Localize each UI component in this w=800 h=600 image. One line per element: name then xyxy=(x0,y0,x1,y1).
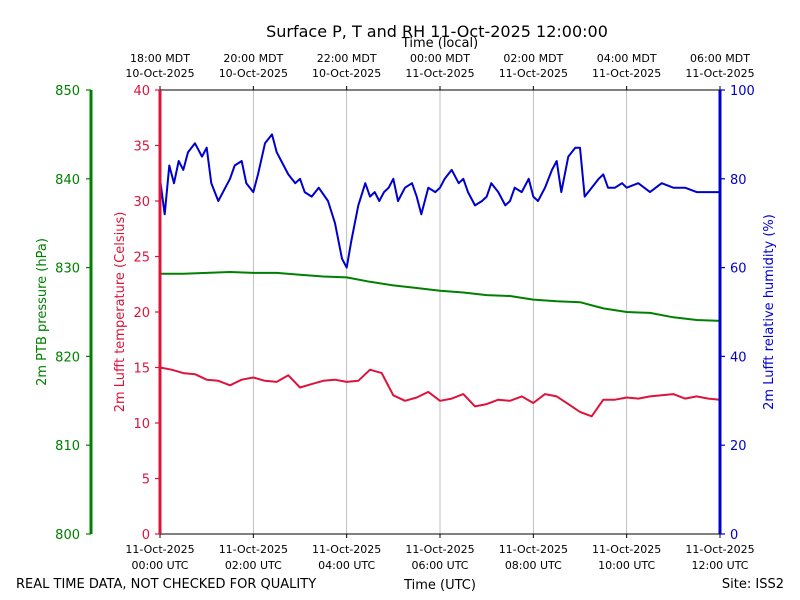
humidity-tick-label: 20 xyxy=(730,439,747,454)
bottom-tick-time: 06:00 UTC xyxy=(411,559,468,572)
pressure-axis-label: 2m PTB pressure (hPa) xyxy=(35,238,50,386)
top-tick-time: 02:00 MDT xyxy=(503,52,563,65)
pressure-tick-label: 850 xyxy=(55,84,80,99)
top-tick-date: 11-Oct-2025 xyxy=(685,67,754,80)
top-tick-date: 11-Oct-2025 xyxy=(405,67,474,80)
temperature-tick-label: 30 xyxy=(133,195,150,210)
grid-lines xyxy=(252,90,628,534)
top-tick-time: 22:00 MDT xyxy=(317,52,377,65)
temperature-tick-label: 0 xyxy=(142,528,150,543)
temperature-axis-ticks: 0 5 10 15 20 25 30 35 40 xyxy=(133,84,160,543)
top-axis-label: Time (local) xyxy=(401,36,478,51)
bottom-axis-label: Time (UTC) xyxy=(403,578,476,593)
bottom-tick-time: 02:00 UTC xyxy=(225,559,282,572)
humidity-axis-ticks: 0 20 40 60 80 100 xyxy=(720,84,755,543)
top-tick-time: 18:00 MDT xyxy=(130,52,190,65)
humidity-tick-label: 60 xyxy=(730,262,747,277)
top-tick-date: 11-Oct-2025 xyxy=(592,67,661,80)
temperature-tick-label: 35 xyxy=(133,140,150,155)
temperature-tick-label: 25 xyxy=(133,251,150,266)
series-layer xyxy=(159,133,721,418)
pressure-tick-label: 830 xyxy=(55,262,80,277)
pressure-axis-ticks: 800 810 820 830 840 850 xyxy=(55,84,91,543)
bottom-tick-date: 11-Oct-2025 xyxy=(125,543,194,556)
top-tick-time: 00:00 MDT xyxy=(410,52,470,65)
bottom-tick-time: 08:00 UTC xyxy=(505,559,562,572)
site-label: Site: ISS2 xyxy=(722,577,784,592)
pressure-tick-label: 840 xyxy=(55,173,80,188)
humidity-tick-label: 40 xyxy=(730,350,747,365)
bottom-tick-time: 00:00 UTC xyxy=(131,559,188,572)
humidity-axis-label: 2m Lufft relative humidity (%) xyxy=(762,214,777,410)
top-tick-date: 11-Oct-2025 xyxy=(499,67,568,80)
pressure-tick-label: 800 xyxy=(55,528,80,543)
bottom-tick-date: 11-Oct-2025 xyxy=(592,543,661,556)
bottom-tick-time: 10:00 UTC xyxy=(598,559,655,572)
top-tick-date: 10-Oct-2025 xyxy=(219,67,288,80)
temperature-tick-label: 10 xyxy=(133,417,150,432)
chart-title: Surface P, T and RH 11-Oct-2025 12:00:00 xyxy=(266,22,608,41)
top-tick-date: 10-Oct-2025 xyxy=(125,67,194,80)
bottom-tick-time: 12:00 UTC xyxy=(691,559,748,572)
quality-note: REAL TIME DATA, NOT CHECKED FOR QUALITY xyxy=(16,577,316,592)
temperature-tick-label: 20 xyxy=(133,306,150,321)
bottom-tick-date: 11-Oct-2025 xyxy=(499,543,568,556)
bottom-tick-time: 04:00 UTC xyxy=(318,559,375,572)
bottom-tick-date: 11-Oct-2025 xyxy=(685,543,754,556)
series-line-humidity xyxy=(159,133,720,269)
bottom-tick-date: 11-Oct-2025 xyxy=(312,543,381,556)
series-line-temperature xyxy=(159,366,721,418)
bottom-tick-date: 11-Oct-2025 xyxy=(405,543,474,556)
temperature-axis-label: 2m Lufft temperature (Celsius) xyxy=(113,212,128,413)
temperature-tick-label: 40 xyxy=(133,84,150,99)
top-tick-time: 06:00 MDT xyxy=(690,52,750,65)
humidity-tick-label: 0 xyxy=(730,528,738,543)
humidity-tick-label: 80 xyxy=(730,173,747,188)
top-tick-date: 10-Oct-2025 xyxy=(312,67,381,80)
bottom-ticks: 11-Oct-2025 00:00 UTC 11-Oct-2025 02:00 UTC… xyxy=(125,534,755,572)
bottom-tick-date: 11-Oct-2025 xyxy=(219,543,288,556)
humidity-tick-label: 100 xyxy=(730,84,755,99)
pressure-tick-label: 820 xyxy=(55,350,80,365)
top-ticks: 18:00 MDT 10-Oct-2025 20:00 MDT 10-Oct-2025… xyxy=(125,52,755,90)
temperature-tick-label: 5 xyxy=(142,473,150,488)
top-tick-time: 20:00 MDT xyxy=(223,52,283,65)
pressure-tick-label: 810 xyxy=(55,439,80,454)
temperature-tick-label: 15 xyxy=(133,362,150,377)
series-line-pressure xyxy=(160,271,721,322)
top-tick-time: 04:00 MDT xyxy=(597,52,657,65)
